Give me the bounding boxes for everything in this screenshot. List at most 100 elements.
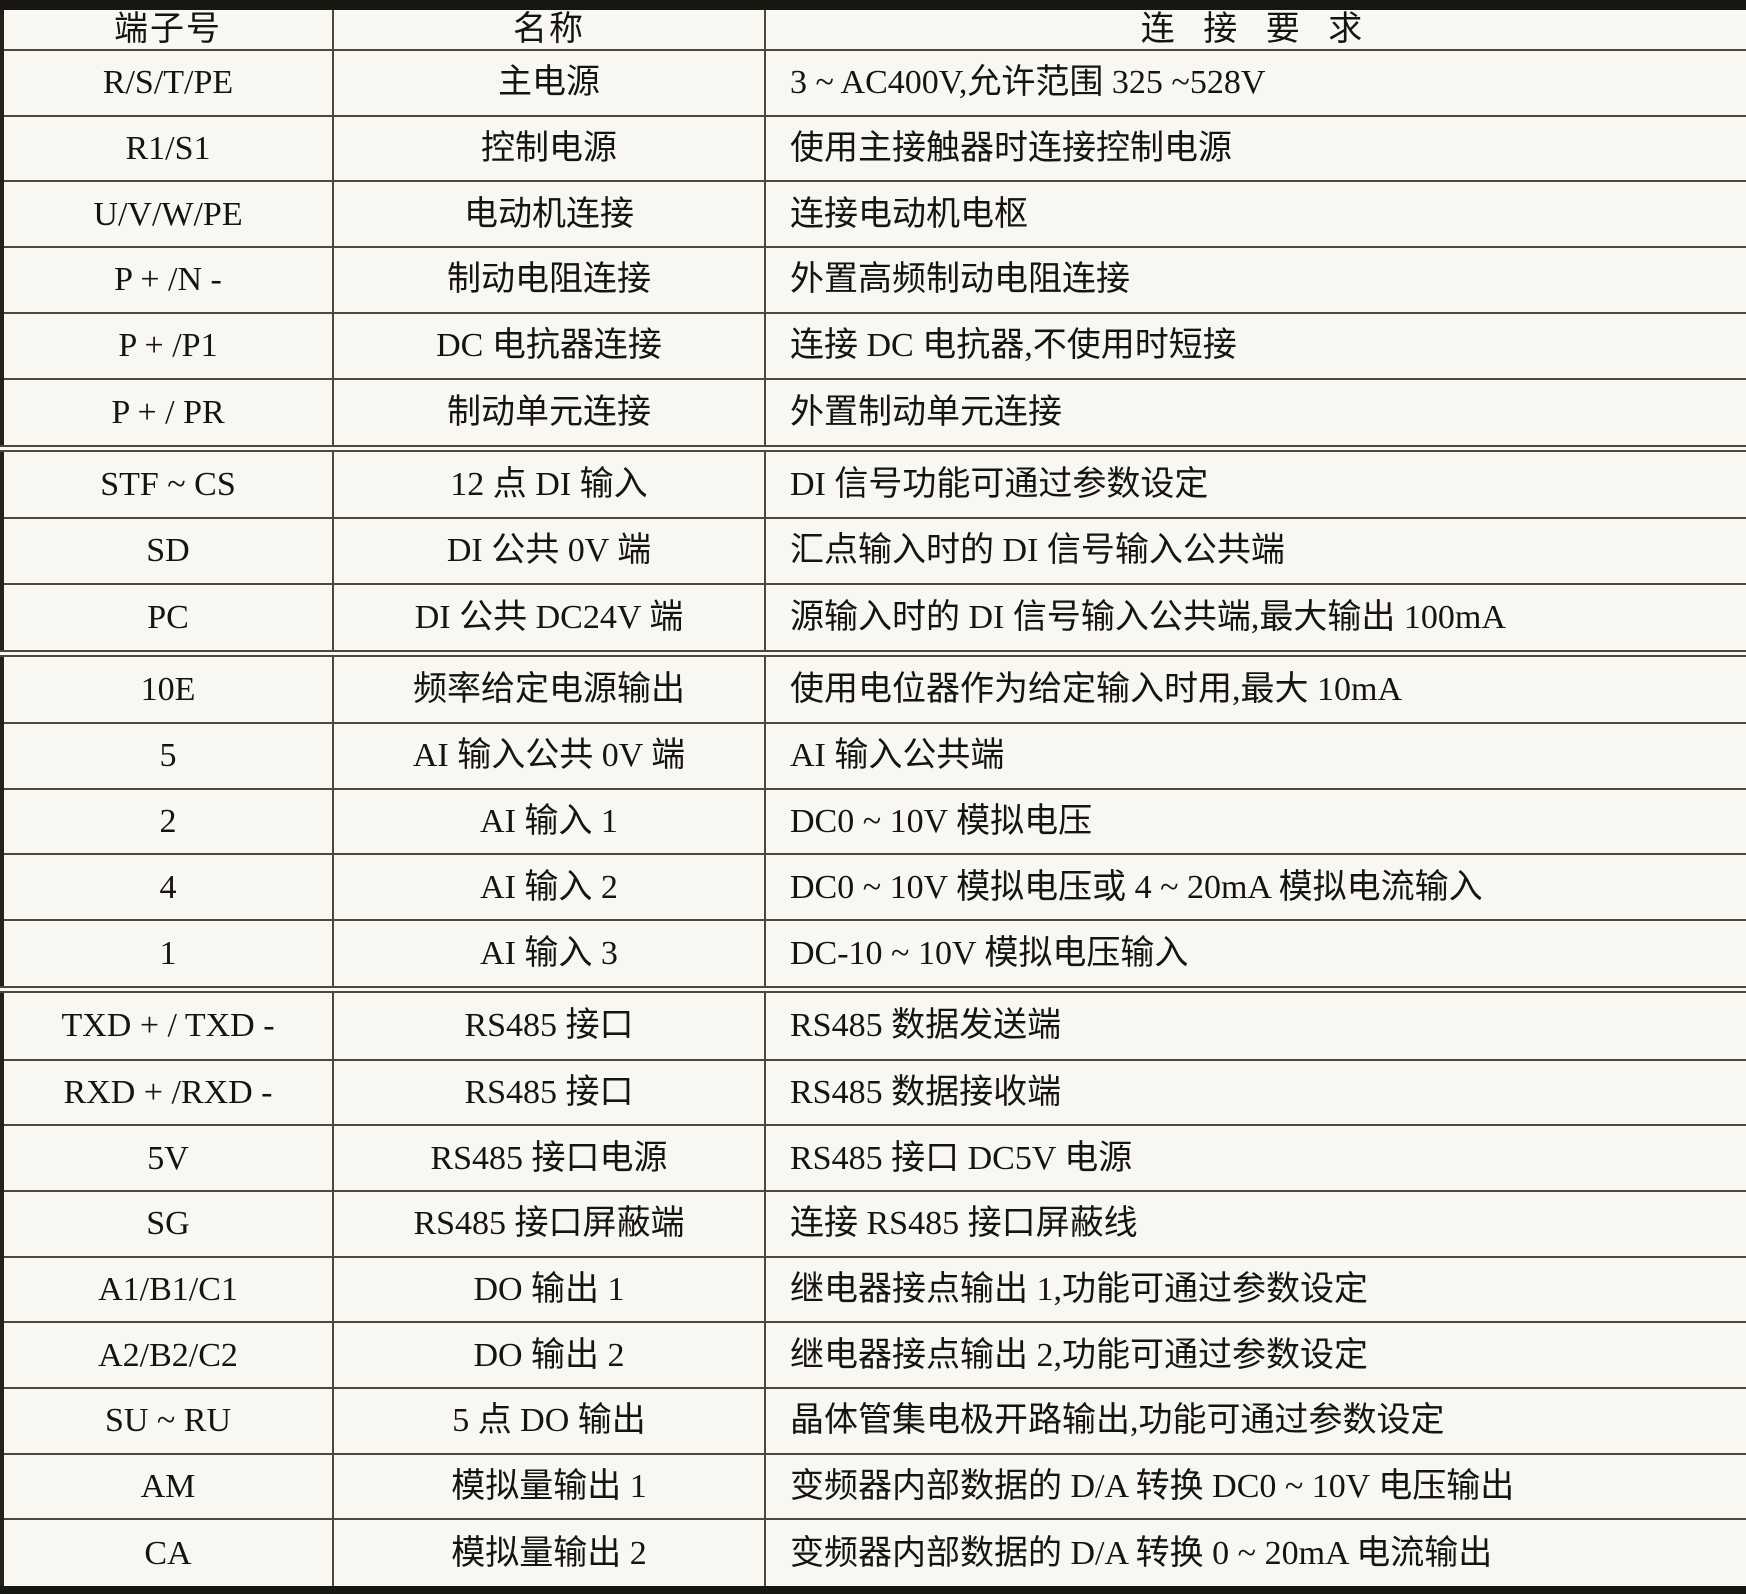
- name-cell: AI 输入公共 0V 端: [332, 722, 766, 790]
- terminal-cell: TXD + / TXD -: [1, 986, 334, 1061]
- table-row: A2/B2/C2 DO 输出 2 继电器接点输出 2,功能可通过参数设定: [1, 1321, 1746, 1390]
- terminal-cell: P + /P1: [1, 311, 334, 380]
- table-row: 5V RS485 接口电源 RS485 接口 DC5V 电源: [1, 1124, 1746, 1192]
- name-cell: 制动单元连接: [332, 377, 766, 450]
- terminal-cell: P + /N -: [1, 246, 334, 314]
- terminal-cell: 2: [1, 787, 334, 856]
- requirement-cell: 变频器内部数据的 D/A 转换 0 ~ 20mA 电流输出: [764, 1518, 1746, 1591]
- table-row: A1/B1/C1 DO 输出 1 继电器接点输出 1,功能可通过参数设定: [1, 1255, 1746, 1324]
- name-cell: RS485 接口电源: [332, 1124, 766, 1192]
- terminal-cell: SD: [1, 516, 334, 585]
- requirement-cell: 连接 RS485 接口屏蔽线: [764, 1189, 1746, 1258]
- terminal-cell: 5: [1, 722, 334, 790]
- requirement-cell: DC-10 ~ 10V 模拟电压输入: [764, 919, 1746, 991]
- table-row: P + / PR 制动单元连接 外置制动单元连接: [1, 377, 1746, 450]
- name-cell: AI 输入 2: [332, 853, 766, 922]
- table-row: PC DI 公共 DC24V 端源输入时的 DI 信号输入公共端,最大输出 100…: [1, 582, 1746, 655]
- table-row: 1 AI 输入 3 DC-10 ~ 10V 模拟电压输入: [1, 919, 1746, 991]
- terminal-cell: CA: [1, 1518, 334, 1591]
- name-cell: RS485 接口屏蔽端: [332, 1189, 766, 1258]
- table-row: 4 AI 输入 2 DC0 ~ 10V 模拟电压或 4 ~ 20mA 模拟电流输入: [1, 853, 1746, 922]
- terminal-cell: U/V/W/PE: [1, 180, 334, 249]
- column-header-requirement: 连 接 要 求: [764, 3, 1746, 52]
- table-row: R/S/T/PE 主电源 3 ~ AC400V,允许范围 325 ~528V: [1, 49, 1746, 117]
- requirement-cell: 使用电位器作为给定输入时用,最大 10mA: [764, 649, 1746, 725]
- terminal-cell: 5V: [1, 1124, 334, 1192]
- requirement-cell: 继电器接点输出 1,功能可通过参数设定: [764, 1255, 1746, 1324]
- table-row: 2 AI 输入 1 DC0 ~ 10V 模拟电压: [1, 787, 1746, 856]
- terminal-cell: STF ~ CS: [1, 444, 334, 519]
- terminal-cell: PC: [1, 582, 334, 655]
- requirement-cell: 连接 DC 电抗器,不使用时短接: [764, 311, 1746, 380]
- table-row: AM 模拟量输出 1 变频器内部数据的 D/A 转换 DC0 ~ 10V 电压输出: [1, 1452, 1746, 1521]
- requirement-cell: 变频器内部数据的 D/A 转换 DC0 ~ 10V 电压输出: [764, 1452, 1746, 1521]
- terminal-cell: P + / PR: [1, 377, 334, 450]
- requirement-cell: 使用主接触器时连接控制电源: [764, 114, 1746, 183]
- requirement-cell: 晶体管集电极开路输出,功能可通过参数设定: [764, 1387, 1746, 1455]
- table-row: 10E 频率给定电源输出 使用电位器作为给定输入时用,最大 10mA: [1, 649, 1746, 725]
- table-header: 端子号 名称 连 接 要 求: [1, 3, 1746, 52]
- requirement-cell: DC0 ~ 10V 模拟电压: [764, 787, 1746, 856]
- name-cell: 模拟量输出 1: [332, 1452, 766, 1521]
- name-cell: RS485 接口: [332, 1058, 766, 1127]
- terminal-cell: R/S/T/PE: [1, 49, 334, 117]
- table-row: U/V/W/PE 电动机连接 连接电动机电枢: [1, 180, 1746, 249]
- terminal-cell: A2/B2/C2: [1, 1321, 334, 1390]
- table-row: SD DI 公共 0V 端汇点输入时的 DI 信号输入公共端: [1, 516, 1746, 585]
- terminal-section: R/S/T/PE 主电源 3 ~ AC400V,允许范围 325 ~528V R1/S…: [1, 49, 1746, 450]
- table-row: STF ~ CS 12 点 DI 输入 DI 信号功能可通过参数设定: [1, 444, 1746, 519]
- terminal-cell: RXD + /RXD -: [1, 1058, 334, 1127]
- terminal-section: STF ~ CS 12 点 DI 输入 DI 信号功能可通过参数设定 SD DI 公共 …: [1, 444, 1746, 655]
- name-cell: RS485 接口: [332, 986, 766, 1061]
- requirement-cell: RS485 数据发送端: [764, 986, 1746, 1061]
- name-cell: DI 公共 0V 端: [332, 516, 766, 585]
- terminal-cell: AM: [1, 1452, 334, 1521]
- terminal-section: 10E 频率给定电源输出 使用电位器作为给定输入时用,最大 10mA 5 AI 输入公共…: [1, 649, 1746, 991]
- terminal-cell: 10E: [1, 649, 334, 725]
- name-cell: DO 输出 2: [332, 1321, 766, 1390]
- requirement-cell: 继电器接点输出 2,功能可通过参数设定: [764, 1321, 1746, 1390]
- name-cell: AI 输入 3: [332, 919, 766, 991]
- requirement-cell: 3 ~ AC400V,允许范围 325 ~528V: [764, 49, 1746, 117]
- name-cell: 5 点 DO 输出: [332, 1387, 766, 1455]
- table-row: P + /N - 制动电阻连接 外置高频制动电阻连接: [1, 246, 1746, 314]
- terminal-cell: 4: [1, 853, 334, 922]
- table-row: RXD + /RXD - RS485 接口 RS485 数据接收端: [1, 1058, 1746, 1127]
- terminal-cell: SG: [1, 1189, 334, 1258]
- table-row: SG RS485 接口屏蔽端 连接 RS485 接口屏蔽线: [1, 1189, 1746, 1258]
- table-row: 5 AI 输入公共 0V 端 AI 输入公共端: [1, 722, 1746, 790]
- requirement-cell: DC0 ~ 10V 模拟电压或 4 ~ 20mA 模拟电流输入: [764, 853, 1746, 922]
- requirement-cell: RS485 数据接收端: [764, 1058, 1746, 1127]
- terminal-cell: A1/B1/C1: [1, 1255, 334, 1324]
- table-row: R1/S1 控制电源 使用主接触器时连接控制电源: [1, 114, 1746, 183]
- header-row: 端子号 名称 连 接 要 求: [1, 3, 1746, 52]
- column-header-name: 名称: [332, 3, 766, 52]
- name-cell: DC 电抗器连接: [332, 311, 766, 380]
- name-cell: AI 输入 1: [332, 787, 766, 856]
- name-cell: 模拟量输出 2: [332, 1518, 766, 1591]
- table-row: P + /P1 DC 电抗器连接 连接 DC 电抗器,不使用时短接: [1, 311, 1746, 380]
- name-cell: DI 公共 DC24V 端: [332, 582, 766, 655]
- name-cell: 控制电源: [332, 114, 766, 183]
- requirement-cell: 源输入时的 DI 信号输入公共端,最大输出 100mA: [764, 582, 1746, 655]
- name-cell: 电动机连接: [332, 180, 766, 249]
- terminal-section: TXD + / TXD - RS485 接口 RS485 数据发送端 RXD + /R…: [1, 986, 1746, 1591]
- requirement-cell: 汇点输入时的 DI 信号输入公共端: [764, 516, 1746, 585]
- requirement-cell: 外置制动单元连接: [764, 377, 1746, 450]
- requirement-cell: DI 信号功能可通过参数设定: [764, 444, 1746, 519]
- requirement-cell: RS485 接口 DC5V 电源: [764, 1124, 1746, 1192]
- terminal-cell: SU ~ RU: [1, 1387, 334, 1455]
- terminal-cell: 1: [1, 919, 334, 991]
- name-cell: 制动电阻连接: [332, 246, 766, 314]
- requirement-cell: AI 输入公共端: [764, 722, 1746, 790]
- table-row: TXD + / TXD - RS485 接口 RS485 数据发送端: [1, 986, 1746, 1061]
- column-header-terminal: 端子号: [1, 3, 334, 52]
- name-cell: DO 输出 1: [332, 1255, 766, 1324]
- name-cell: 12 点 DI 输入: [332, 444, 766, 519]
- terminal-cell: R1/S1: [1, 114, 334, 183]
- requirement-cell: 外置高频制动电阻连接: [764, 246, 1746, 314]
- table-row: CA 模拟量输出 2 变频器内部数据的 D/A 转换 0 ~ 20mA 电流输出: [1, 1518, 1746, 1591]
- requirement-cell: 连接电动机电枢: [764, 180, 1746, 249]
